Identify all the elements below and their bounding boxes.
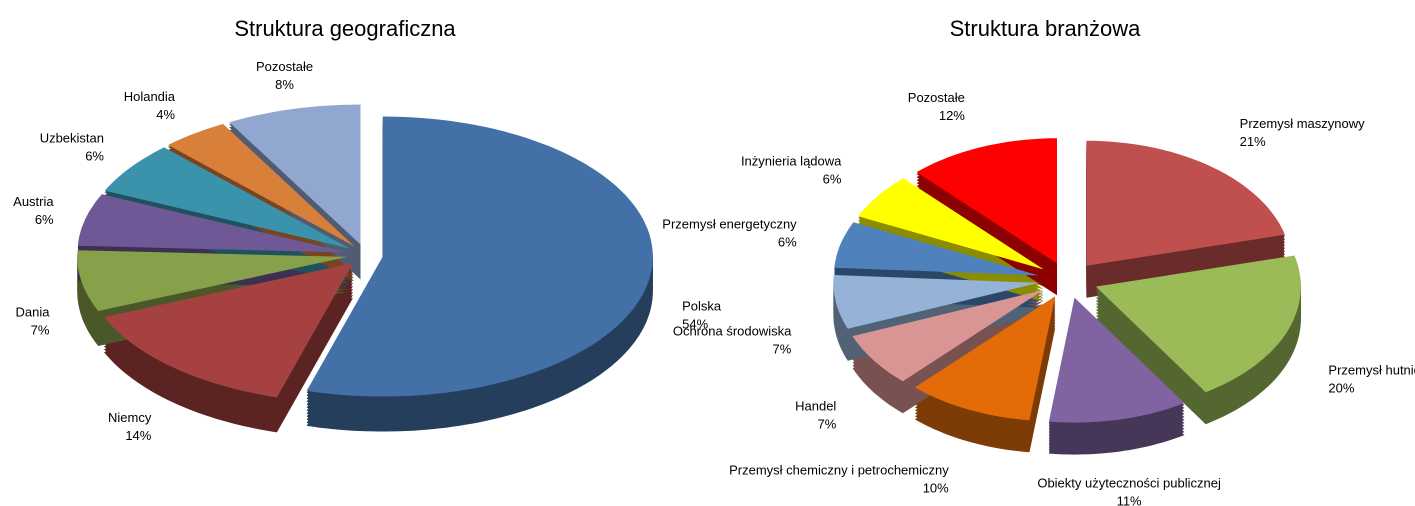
chart-title: Struktura branżowa (950, 16, 1142, 41)
value-label: 7% (773, 341, 792, 356)
slice (77, 250, 348, 311)
slice-label: Niemcy (108, 410, 152, 425)
value-label: 20% (1328, 381, 1354, 396)
slice-label: Przemysł hutniczy (1328, 363, 1415, 378)
slice (834, 222, 1039, 276)
slice (104, 147, 351, 249)
value-label: 12% (939, 108, 965, 123)
value-label: 10% (923, 480, 949, 495)
slice (306, 116, 653, 397)
slice-label: Przemysł chemiczny i petrochemiczny (729, 462, 949, 477)
value-label: 11% (1117, 493, 1142, 506)
slice-label: Obiekty użyteczności publicznej (1037, 475, 1221, 490)
value-label: 6% (85, 148, 104, 163)
value-label: 7% (818, 417, 837, 432)
value-label: 14% (125, 428, 151, 443)
slice-label: Przemysł maszynowy (1240, 116, 1365, 131)
slice-label: Pozostałe (256, 59, 313, 74)
value-label: 6% (823, 171, 842, 186)
value-label: 6% (35, 212, 54, 227)
slice (833, 275, 1039, 329)
slice (1048, 297, 1185, 423)
slice (916, 138, 1057, 264)
slice-label: Przemysł energetyczny (662, 216, 797, 231)
slice-label: Dania (15, 304, 50, 319)
slice (229, 104, 361, 245)
slice (852, 290, 1044, 382)
slice (858, 178, 1044, 270)
slice-label: Handel (795, 399, 836, 414)
value-label: 7% (31, 322, 50, 337)
chart-title: Struktura geograficzna (234, 16, 456, 41)
slice (77, 194, 348, 253)
slice-label: Ochrona środowiska (673, 323, 792, 338)
slice-label: Holandia (124, 89, 176, 104)
slice-label: Austria (13, 194, 54, 209)
slice-label: Pozostałe (908, 90, 965, 105)
value-label: 4% (156, 107, 175, 122)
slice (1086, 140, 1285, 266)
value-label: 6% (778, 234, 797, 249)
slice (104, 263, 353, 398)
slice-label: Polska (682, 299, 722, 314)
slice (914, 296, 1056, 421)
value-label: 54% (682, 317, 708, 332)
slice-label: Inżynieria lądowa (741, 153, 842, 168)
value-label: 21% (1240, 134, 1266, 149)
value-label: 8% (275, 77, 294, 92)
slice (168, 124, 355, 247)
slice (1095, 255, 1301, 393)
slice-label: Uzbekistan (40, 130, 104, 145)
